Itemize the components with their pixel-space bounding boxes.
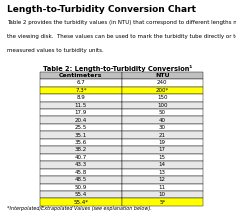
- Text: 150: 150: [157, 95, 168, 100]
- Bar: [122, 101, 203, 109]
- Bar: [122, 87, 203, 94]
- Text: 43.3: 43.3: [75, 162, 87, 167]
- Text: 11.5: 11.5: [75, 103, 87, 108]
- Bar: [40, 101, 122, 109]
- Bar: [40, 109, 122, 116]
- Bar: [122, 116, 203, 124]
- Text: 25.5: 25.5: [75, 125, 87, 130]
- Text: measured values to turbidity units.: measured values to turbidity units.: [7, 48, 104, 53]
- Text: 8.9: 8.9: [76, 95, 85, 100]
- Bar: [122, 124, 203, 131]
- Text: 17: 17: [159, 147, 166, 152]
- Text: 11: 11: [159, 185, 166, 190]
- Bar: [40, 154, 122, 161]
- Text: 40.7: 40.7: [75, 155, 87, 160]
- Bar: [122, 72, 203, 79]
- Bar: [40, 146, 122, 154]
- Bar: [40, 139, 122, 146]
- Text: 15: 15: [159, 155, 166, 160]
- Bar: [40, 124, 122, 131]
- Bar: [122, 79, 203, 87]
- Text: 48.5: 48.5: [75, 177, 87, 182]
- Bar: [122, 94, 203, 101]
- Text: 35.1: 35.1: [75, 132, 87, 138]
- Text: 100: 100: [157, 103, 168, 108]
- Bar: [40, 169, 122, 176]
- Text: 20.4: 20.4: [75, 118, 87, 123]
- Text: Table 2: Length-to-Turbidity Conversion¹: Table 2: Length-to-Turbidity Conversion¹: [43, 65, 193, 72]
- Text: 55.4*: 55.4*: [73, 200, 88, 205]
- Text: 21: 21: [159, 132, 166, 138]
- Bar: [122, 169, 203, 176]
- Text: 14: 14: [159, 162, 166, 167]
- Text: 30: 30: [159, 125, 166, 130]
- Bar: [40, 94, 122, 101]
- Bar: [40, 116, 122, 124]
- Text: 38.2: 38.2: [75, 147, 87, 152]
- Text: Centimeters: Centimeters: [59, 73, 102, 78]
- Text: 12: 12: [159, 177, 166, 182]
- Bar: [122, 191, 203, 198]
- Bar: [122, 139, 203, 146]
- Bar: [122, 176, 203, 183]
- Text: 200*: 200*: [156, 88, 169, 93]
- Bar: [40, 161, 122, 169]
- Text: 10: 10: [159, 192, 166, 197]
- Text: NTU: NTU: [155, 73, 169, 78]
- Bar: [40, 131, 122, 139]
- Text: 50: 50: [159, 110, 166, 115]
- Text: *Interpolated/Extrapolated Values (see explanation below).: *Interpolated/Extrapolated Values (see e…: [7, 207, 152, 211]
- Text: 5*: 5*: [159, 200, 165, 205]
- Text: 13: 13: [159, 170, 166, 175]
- Text: 240: 240: [157, 80, 168, 85]
- Bar: [122, 154, 203, 161]
- Bar: [122, 146, 203, 154]
- Bar: [40, 87, 122, 94]
- Bar: [122, 161, 203, 169]
- Bar: [40, 191, 122, 198]
- Text: 17.9: 17.9: [75, 110, 87, 115]
- Bar: [40, 184, 122, 191]
- Bar: [122, 109, 203, 116]
- Text: Table 2 provides the turbidity values (in NTU) that correspond to different leng: Table 2 provides the turbidity values (i…: [7, 20, 236, 25]
- Bar: [40, 176, 122, 183]
- Bar: [122, 131, 203, 139]
- Text: 6.7: 6.7: [76, 80, 85, 85]
- Bar: [40, 198, 122, 206]
- Text: the viewing disk.  These values can be used to mark the turbidity tube directly : the viewing disk. These values can be us…: [7, 34, 236, 39]
- Text: 19: 19: [159, 140, 166, 145]
- Bar: [40, 79, 122, 87]
- Text: 45.8: 45.8: [75, 170, 87, 175]
- Text: 35.6: 35.6: [75, 140, 87, 145]
- Text: 55.4: 55.4: [75, 192, 87, 197]
- Text: Length-to-Turbidity Conversion Chart: Length-to-Turbidity Conversion Chart: [7, 5, 196, 14]
- Bar: [122, 184, 203, 191]
- Bar: [40, 72, 122, 79]
- Text: 40: 40: [159, 118, 166, 123]
- Text: 7.3*: 7.3*: [75, 88, 87, 93]
- Bar: [122, 198, 203, 206]
- Text: 50.9: 50.9: [75, 185, 87, 190]
